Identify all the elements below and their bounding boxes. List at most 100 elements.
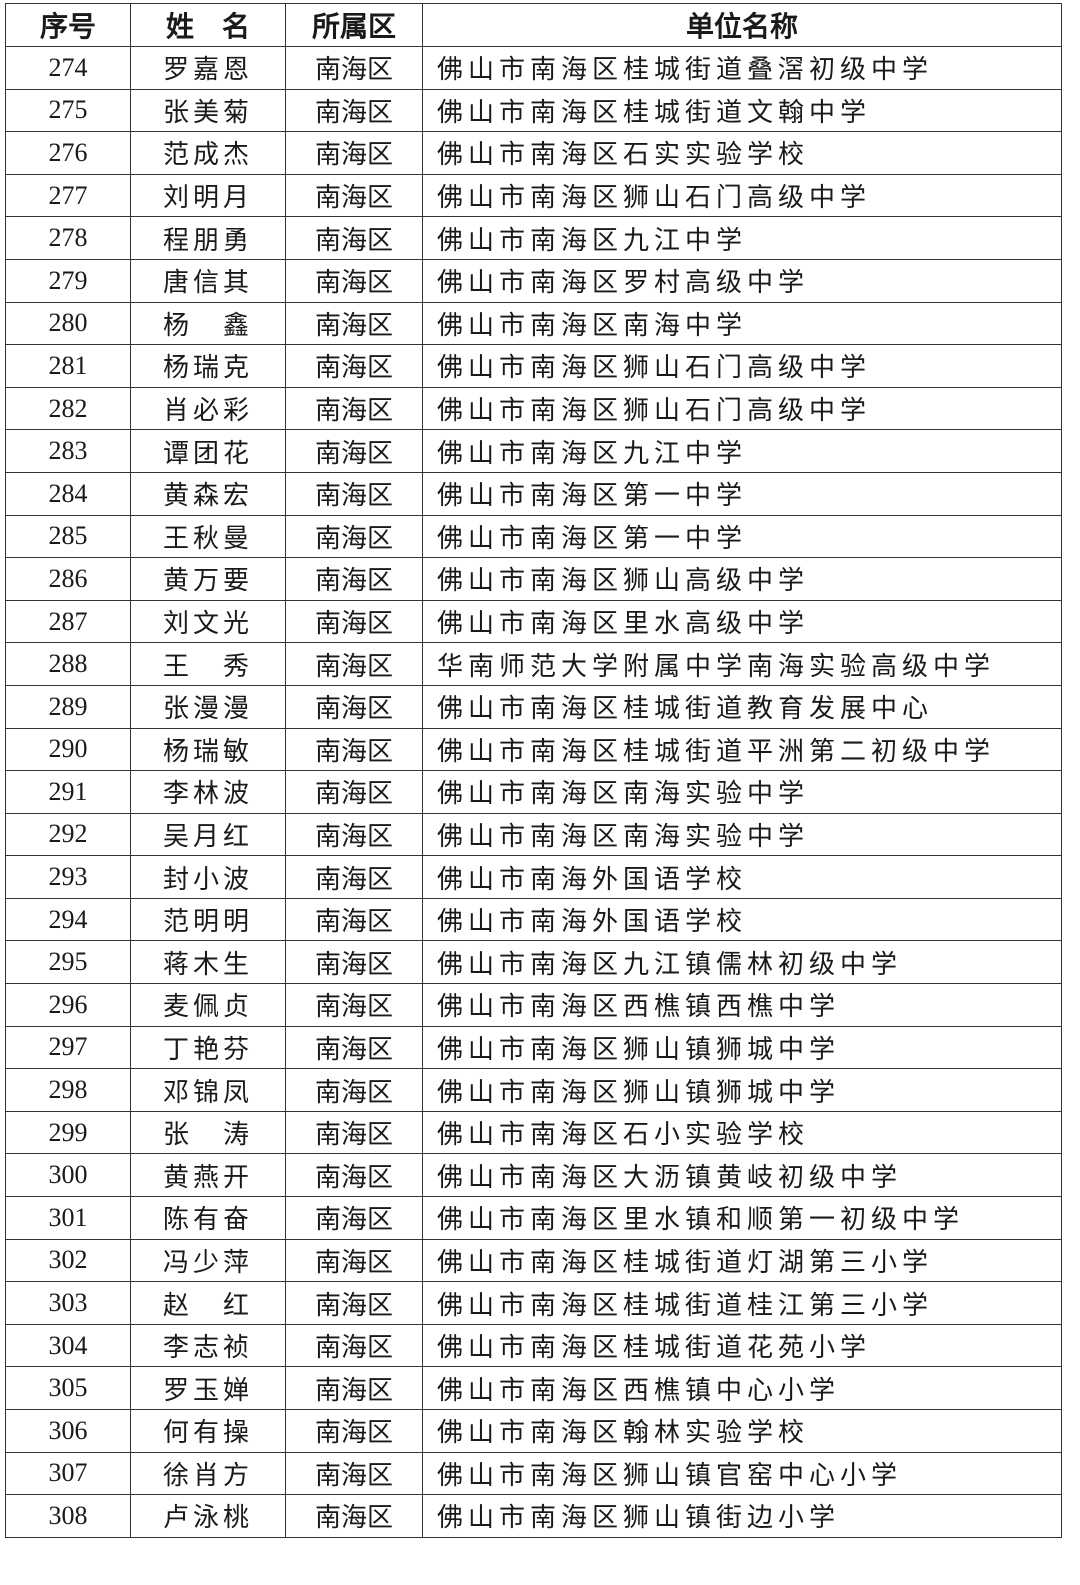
cell-index: 302 — [5, 1238, 131, 1283]
cell-index: 284 — [5, 471, 131, 516]
cell-name: 丁艳芬 — [130, 1025, 286, 1070]
cell-unit: 佛山市南海区狮山石门高级中学 — [422, 344, 1062, 388]
table-row: 278 程朋勇 南海区 佛山市南海区九江中学 — [5, 216, 1062, 260]
table-row: 281 杨瑞克 南海区 佛山市南海区狮山石门高级中学 — [5, 344, 1062, 388]
table-row: 306 何有操 南海区 佛山市南海区翰林实验学校 — [5, 1409, 1062, 1453]
cell-district: 南海区 — [285, 46, 423, 90]
cell-unit: 佛山市南海区狮山石门高级中学 — [422, 386, 1062, 431]
cell-district: 南海区 — [285, 1494, 423, 1538]
cell-name: 黄燕开 — [130, 1153, 286, 1198]
cell-unit: 佛山市南海区狮山镇官窑中心小学 — [422, 1451, 1062, 1496]
header-district: 所属区 — [285, 3, 423, 47]
cell-name: 冯少萍 — [130, 1238, 286, 1283]
cell-unit: 佛山市南海区桂城街道灯湖第三小学 — [422, 1238, 1062, 1283]
cell-index: 304 — [5, 1323, 131, 1368]
cell-name: 蒋木生 — [130, 940, 286, 985]
cell-index: 286 — [5, 557, 131, 601]
cell-name: 范明明 — [130, 897, 286, 942]
table-row: 289 张漫漫 南海区 佛山市南海区桂城街道教育发展中心 — [5, 684, 1062, 729]
cell-index: 294 — [5, 897, 131, 942]
cell-unit: 佛山市南海外国语学校 — [422, 897, 1062, 942]
cell-index: 280 — [5, 301, 131, 346]
table-row: 303 赵 红南海区 佛山市南海区桂城街道桂江第三小学 — [5, 1281, 1062, 1325]
cell-index: 283 — [5, 429, 131, 473]
cell-district: 南海区 — [285, 855, 423, 899]
cell-name: 黄万要 — [130, 557, 286, 601]
table-row: 295 蒋木生 南海区 佛山市南海区九江镇儒林初级中学 — [5, 940, 1062, 985]
cell-name: 范成杰 — [130, 131, 286, 175]
table-row: 301 陈有奋 南海区 佛山市南海区里水镇和顺第一初级中学 — [5, 1196, 1062, 1240]
cell-index: 305 — [5, 1366, 131, 1410]
cell-name: 陈有奋 — [130, 1196, 286, 1240]
cell-unit: 佛山市南海区九江镇儒林初级中学 — [422, 940, 1062, 985]
cell-name: 张漫漫 — [130, 684, 286, 729]
cell-name: 肖必彩 — [130, 386, 286, 431]
cell-index: 274 — [5, 46, 131, 90]
cell-name: 赵 红 — [130, 1281, 286, 1325]
table-row: 305 罗玉婵 南海区 佛山市南海区西樵镇中心小学 — [5, 1366, 1062, 1410]
cell-name: 杨瑞克 — [130, 344, 286, 388]
cell-name: 黄森宏 — [130, 471, 286, 516]
table-row: 286 黄万要 南海区 佛山市南海区狮山高级中学 — [5, 557, 1062, 601]
table-row: 279 唐信其 南海区 佛山市南海区罗村高级中学 — [5, 258, 1062, 303]
cell-unit: 佛山市南海区翰林实验学校 — [422, 1409, 1062, 1453]
cell-name: 王 秀 — [130, 642, 286, 686]
cell-unit: 佛山市南海区桂城街道教育发展中心 — [422, 684, 1062, 729]
cell-unit: 佛山市南海区狮山镇街边小学 — [422, 1494, 1062, 1538]
header-name: 姓 名 — [130, 3, 286, 47]
cell-district: 南海区 — [285, 599, 423, 644]
cell-district: 南海区 — [285, 88, 423, 133]
cell-district: 南海区 — [285, 1366, 423, 1410]
cell-district: 南海区 — [285, 983, 423, 1027]
cell-index: 279 — [5, 258, 131, 303]
table-row: 291 李林波 南海区 佛山市南海区南海实验中学 — [5, 770, 1062, 814]
cell-index: 297 — [5, 1025, 131, 1070]
cell-unit: 佛山市南海区狮山高级中学 — [422, 557, 1062, 601]
cell-district: 南海区 — [285, 642, 423, 686]
cell-name: 吴月红 — [130, 812, 286, 857]
cell-index: 275 — [5, 88, 131, 133]
cell-unit: 佛山市南海区桂城街道平洲第二初级中学 — [422, 727, 1062, 772]
cell-unit: 佛山市南海区南海中学 — [422, 301, 1062, 346]
table-row: 282 肖必彩 南海区 佛山市南海区狮山石门高级中学 — [5, 386, 1062, 431]
cell-index: 288 — [5, 642, 131, 686]
cell-unit: 佛山市南海区桂城街道叠滘初级中学 — [422, 46, 1062, 90]
cell-unit: 佛山市南海区桂城街道桂江第三小学 — [422, 1281, 1062, 1325]
cell-index: 293 — [5, 855, 131, 899]
cell-district: 南海区 — [285, 1196, 423, 1240]
header-unit: 单位名称 — [422, 3, 1062, 47]
cell-index: 295 — [5, 940, 131, 985]
cell-name: 邓锦凤 — [130, 1068, 286, 1112]
cell-unit: 佛山市南海区石实实验学校 — [422, 131, 1062, 175]
cell-name: 刘文光 — [130, 599, 286, 644]
cell-district: 南海区 — [285, 1281, 423, 1325]
table-row: 298 邓锦凤 南海区 佛山市南海区狮山镇狮城中学 — [5, 1068, 1062, 1112]
cell-unit: 佛山市南海区狮山镇狮城中学 — [422, 1025, 1062, 1070]
cell-district: 南海区 — [285, 344, 423, 388]
cell-district: 南海区 — [285, 429, 423, 473]
cell-index: 292 — [5, 812, 131, 857]
cell-name: 王秋曼 — [130, 514, 286, 559]
cell-index: 285 — [5, 514, 131, 559]
cell-district: 南海区 — [285, 1238, 423, 1283]
cell-district: 南海区 — [285, 471, 423, 516]
table-row: 280 杨 鑫南海区 佛山市南海区南海中学 — [5, 301, 1062, 346]
cell-index: 276 — [5, 131, 131, 175]
cell-index: 296 — [5, 983, 131, 1027]
cell-index: 306 — [5, 1409, 131, 1453]
table-row: 277 刘明月 南海区 佛山市南海区狮山石门高级中学 — [5, 173, 1062, 218]
cell-name: 麦佩贞 — [130, 983, 286, 1027]
cell-unit: 佛山市南海区南海实验中学 — [422, 812, 1062, 857]
cell-unit: 佛山市南海区石小实验学校 — [422, 1110, 1062, 1155]
cell-index: 291 — [5, 770, 131, 814]
cell-district: 南海区 — [285, 216, 423, 260]
table-row: 288 王 秀南海区 华南师范大学附属中学南海实验高级中学 — [5, 642, 1062, 686]
table-row: 274 罗嘉恩 南海区 佛山市南海区桂城街道叠滘初级中学 — [5, 46, 1062, 90]
cell-district: 南海区 — [285, 1110, 423, 1155]
cell-name: 何有操 — [130, 1409, 286, 1453]
cell-district: 南海区 — [285, 684, 423, 729]
cell-index: 300 — [5, 1153, 131, 1198]
cell-unit: 佛山市南海区罗村高级中学 — [422, 258, 1062, 303]
cell-district: 南海区 — [285, 131, 423, 175]
cell-district: 南海区 — [285, 386, 423, 431]
